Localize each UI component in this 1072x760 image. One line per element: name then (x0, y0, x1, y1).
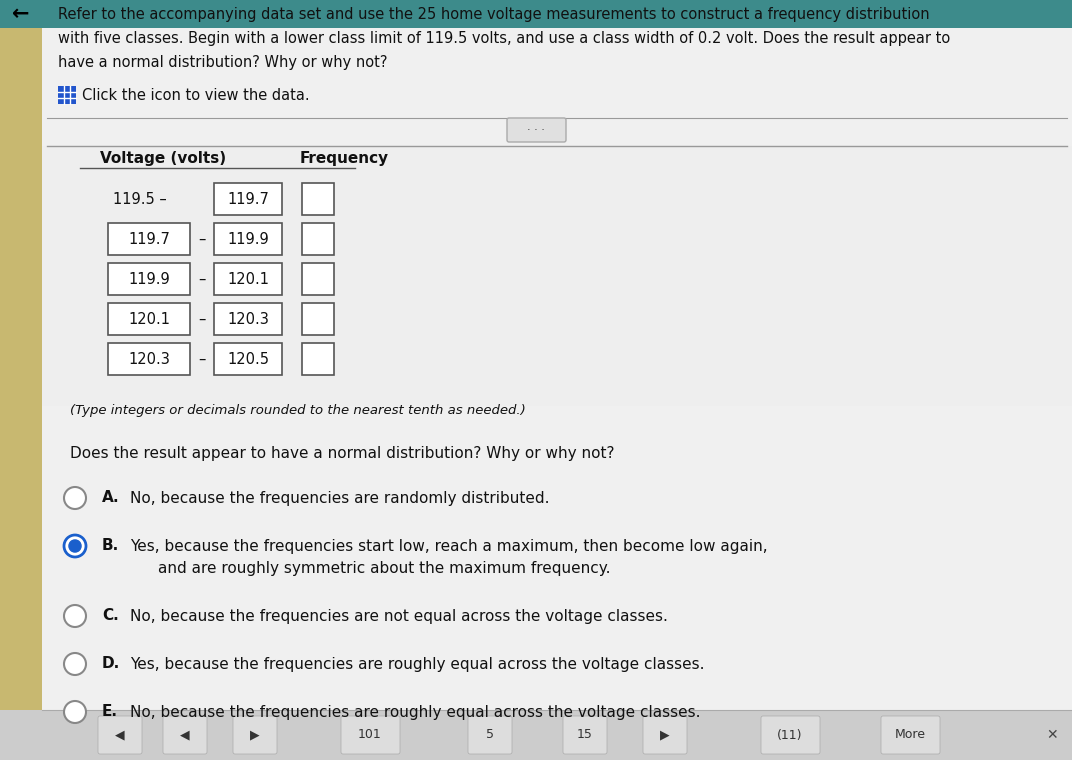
Text: Voltage (volts): Voltage (volts) (100, 151, 226, 166)
Circle shape (64, 653, 86, 675)
FancyBboxPatch shape (0, 0, 1072, 28)
Circle shape (64, 487, 86, 509)
Text: B.: B. (102, 539, 119, 553)
Text: More: More (894, 729, 925, 742)
FancyBboxPatch shape (302, 223, 334, 255)
Text: C.: C. (102, 609, 119, 623)
Text: Does the result appear to have a normal distribution? Why or why not?: Does the result appear to have a normal … (70, 446, 614, 461)
Text: –: – (198, 232, 206, 246)
FancyBboxPatch shape (302, 303, 334, 335)
Text: Yes, because the frequencies start low, reach a maximum, then become low again,: Yes, because the frequencies start low, … (130, 539, 768, 553)
Text: No, because the frequencies are randomly distributed.: No, because the frequencies are randomly… (130, 490, 550, 505)
Text: Refer to the accompanying data set and use the 25 home voltage measurements to c: Refer to the accompanying data set and u… (58, 7, 929, 21)
Text: 120.1: 120.1 (227, 271, 269, 287)
Circle shape (64, 701, 86, 723)
Text: with five classes. Begin with a lower class limit of 119.5 volts, and use a clas: with five classes. Begin with a lower cl… (58, 30, 950, 46)
Text: –: – (198, 351, 206, 366)
FancyBboxPatch shape (42, 146, 1072, 406)
Text: No, because the frequencies are roughly equal across the voltage classes.: No, because the frequencies are roughly … (130, 705, 700, 720)
Text: and are roughly symmetric about the maximum frequency.: and are roughly symmetric about the maxi… (158, 561, 610, 575)
Text: –: – (198, 271, 206, 287)
Text: (Type integers or decimals rounded to the nearest tenth as needed.): (Type integers or decimals rounded to th… (70, 404, 525, 417)
Text: 101: 101 (358, 729, 382, 742)
FancyBboxPatch shape (302, 183, 334, 215)
FancyBboxPatch shape (302, 263, 334, 295)
FancyBboxPatch shape (881, 716, 940, 754)
Text: (11): (11) (777, 729, 803, 742)
Text: No, because the frequencies are not equal across the voltage classes.: No, because the frequencies are not equa… (130, 609, 668, 623)
FancyBboxPatch shape (214, 263, 282, 295)
FancyBboxPatch shape (233, 716, 277, 754)
Text: Yes, because the frequencies are roughly equal across the voltage classes.: Yes, because the frequencies are roughly… (130, 657, 704, 672)
Text: 119.7: 119.7 (227, 192, 269, 207)
Text: Click the icon to view the data.: Click the icon to view the data. (81, 87, 310, 103)
FancyBboxPatch shape (0, 28, 42, 760)
FancyBboxPatch shape (0, 710, 1072, 760)
FancyBboxPatch shape (108, 263, 190, 295)
Text: 120.3: 120.3 (128, 351, 170, 366)
Text: D.: D. (102, 657, 120, 672)
Text: 120.1: 120.1 (128, 312, 170, 327)
Circle shape (69, 540, 81, 552)
Text: 119.9: 119.9 (129, 271, 169, 287)
Text: 119.5 –: 119.5 – (113, 192, 167, 207)
FancyBboxPatch shape (507, 118, 566, 142)
FancyBboxPatch shape (643, 716, 687, 754)
Text: ◀: ◀ (115, 729, 124, 742)
Text: have a normal distribution? Why or why not?: have a normal distribution? Why or why n… (58, 55, 387, 69)
Text: 119.9: 119.9 (227, 232, 269, 246)
Text: Frequency: Frequency (300, 151, 389, 166)
Circle shape (64, 535, 86, 557)
FancyBboxPatch shape (58, 86, 76, 104)
Text: 120.3: 120.3 (227, 312, 269, 327)
Text: 15: 15 (577, 729, 593, 742)
Text: ←: ← (12, 4, 30, 24)
Circle shape (64, 605, 86, 627)
FancyBboxPatch shape (214, 303, 282, 335)
Text: · · ·: · · · (527, 125, 545, 135)
Text: –: – (198, 312, 206, 327)
FancyBboxPatch shape (108, 343, 190, 375)
Text: 5: 5 (486, 729, 494, 742)
FancyBboxPatch shape (341, 716, 400, 754)
FancyBboxPatch shape (214, 343, 282, 375)
FancyBboxPatch shape (563, 716, 607, 754)
Text: ▶: ▶ (250, 729, 259, 742)
Text: 120.5: 120.5 (227, 351, 269, 366)
FancyBboxPatch shape (214, 223, 282, 255)
FancyBboxPatch shape (42, 28, 1072, 760)
FancyBboxPatch shape (163, 716, 207, 754)
Text: ▶: ▶ (660, 729, 670, 742)
FancyBboxPatch shape (98, 716, 142, 754)
FancyBboxPatch shape (108, 223, 190, 255)
FancyBboxPatch shape (761, 716, 820, 754)
FancyBboxPatch shape (214, 183, 282, 215)
FancyBboxPatch shape (468, 716, 512, 754)
Text: A.: A. (102, 490, 120, 505)
Text: ✕: ✕ (1046, 728, 1058, 742)
Text: ◀: ◀ (180, 729, 190, 742)
FancyBboxPatch shape (302, 343, 334, 375)
Text: 119.7: 119.7 (128, 232, 170, 246)
Text: E.: E. (102, 705, 118, 720)
FancyBboxPatch shape (108, 303, 190, 335)
